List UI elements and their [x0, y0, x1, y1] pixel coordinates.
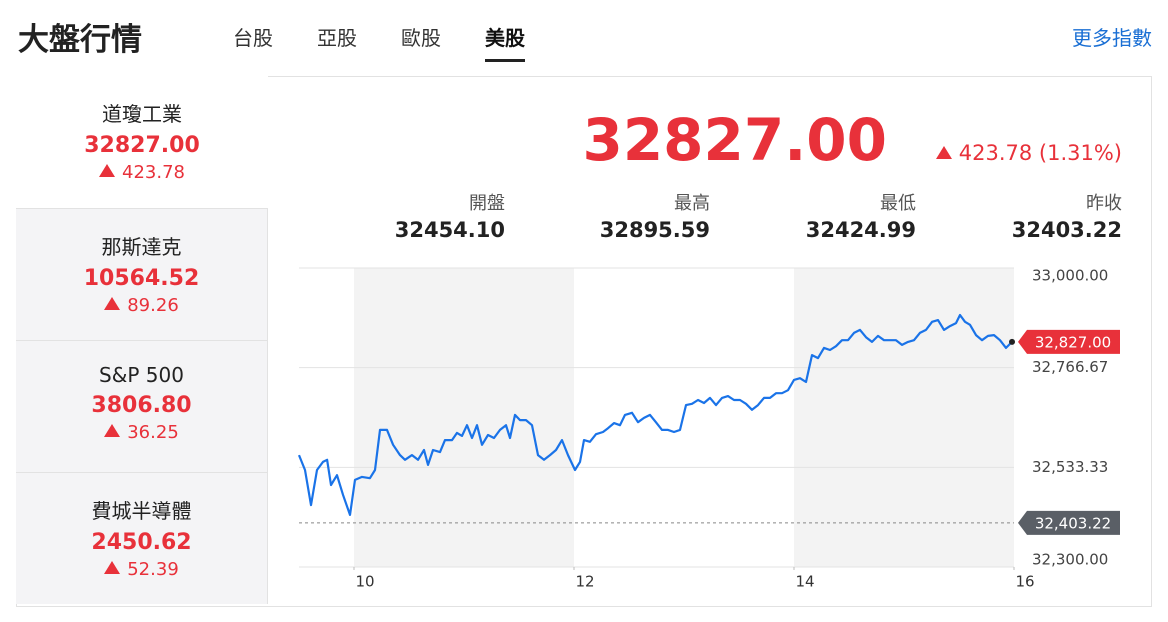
last-price-tag: [1018, 329, 1120, 354]
index-change: 89.26: [16, 295, 267, 316]
last-price-label: 32,827.00: [1035, 333, 1111, 351]
index-value: 32827.00: [84, 133, 200, 158]
index-name: 那斯達克: [101, 235, 182, 259]
stat-label: 最低: [880, 193, 916, 214]
y-tick-label: 32,300.00: [1032, 551, 1108, 569]
session-band: [794, 268, 1014, 567]
reference-tag: [1018, 510, 1120, 535]
page-title: 大盤行情: [18, 22, 142, 58]
index-change: 36.25: [16, 422, 267, 443]
tab[interactable]: 亞股: [317, 26, 357, 50]
stat-label: 昨收: [1086, 193, 1122, 214]
index-change: 52.39: [16, 559, 267, 580]
index-change: 423.78: [16, 162, 268, 183]
reference-label: 32,403.22: [1035, 514, 1111, 532]
session-band: [354, 268, 574, 567]
index-row[interactable]: S&P 500 3806.80 36.25: [16, 340, 268, 472]
index-name: 費城半導體: [91, 499, 192, 523]
stat-value: 32895.59: [599, 218, 710, 242]
stat-value: 32454.10: [394, 218, 505, 242]
index-row[interactable]: 費城半導體 2450.62 52.39: [16, 472, 268, 604]
index-value: 10564.52: [83, 266, 200, 291]
stat-value: 32403.22: [1011, 218, 1122, 242]
tab[interactable]: 美股: [485, 22, 525, 62]
x-tick-label: 10: [355, 573, 374, 591]
stat-label: 最高: [674, 193, 710, 214]
stat-label: 開盤: [469, 193, 505, 214]
quote-change: 423.78 (1.31%): [936, 141, 1122, 165]
index-value: 2450.62: [91, 530, 192, 555]
y-tick-label: 32,533.33: [1032, 458, 1108, 476]
x-tick-label: 12: [575, 573, 594, 591]
index-row[interactable]: 那斯達克 10564.52 89.26: [16, 208, 268, 340]
more-link[interactable]: 更多指數: [1072, 26, 1152, 50]
quote-value: 32827.00: [582, 106, 887, 174]
tab[interactable]: 台股: [233, 26, 273, 50]
stat-value: 32424.99: [805, 218, 916, 242]
y-tick-label: 32,766.67: [1032, 358, 1108, 376]
last-point: [1009, 338, 1016, 345]
index-value: 3806.80: [91, 393, 192, 418]
y-tick-label: 33,000.00: [1032, 267, 1108, 285]
index-name: 道瓊工業: [102, 102, 182, 126]
x-tick-label: 14: [795, 573, 814, 591]
index-row[interactable]: 道瓊工業 32827.00 423.78: [16, 76, 268, 208]
price-line: [297, 313, 1013, 516]
tab[interactable]: 歐股: [401, 26, 441, 50]
index-name: S&P 500: [99, 363, 184, 387]
x-tick-label: 16: [1015, 573, 1034, 591]
